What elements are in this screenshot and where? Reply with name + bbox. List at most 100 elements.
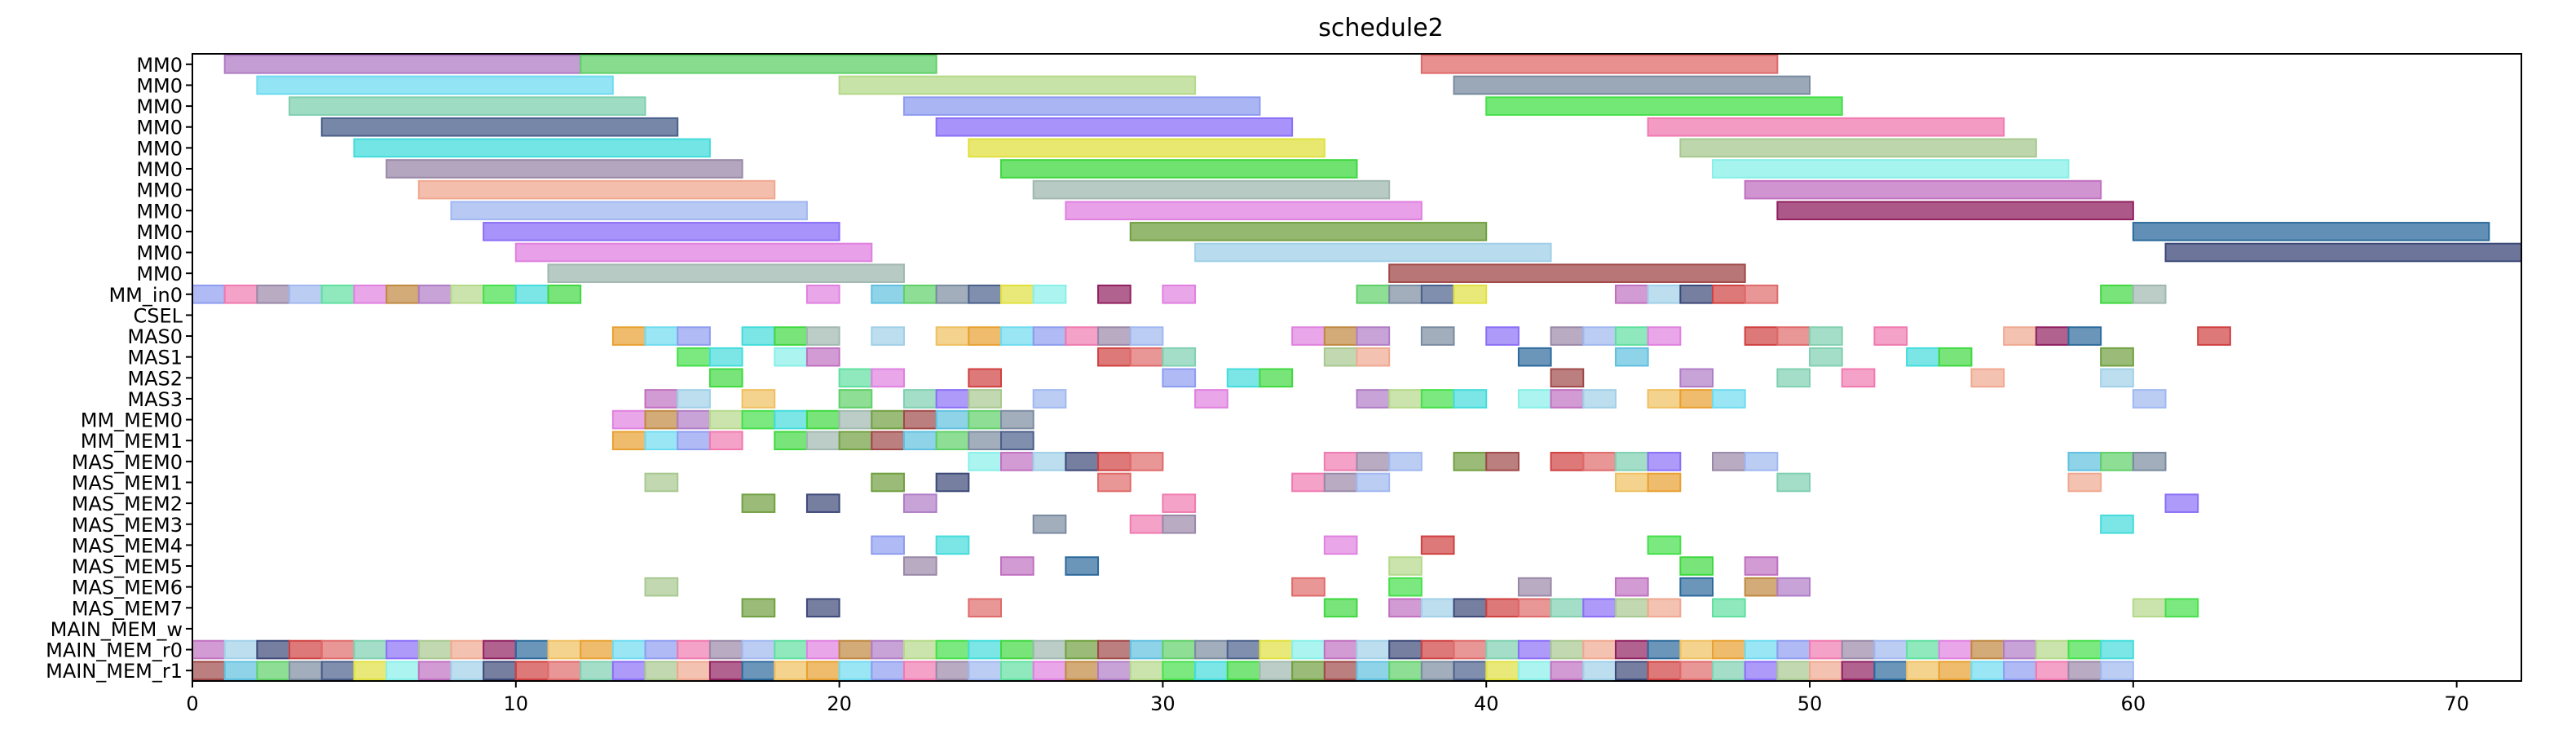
task-block: [580, 661, 614, 680]
task-block: [2035, 326, 2070, 346]
task-bar: [2164, 242, 2523, 263]
task-block: [1970, 661, 2005, 680]
task-block: [708, 368, 743, 388]
y-tick-label: MAS0: [127, 325, 183, 348]
task-block: [1550, 452, 1585, 471]
task-bar: [1711, 159, 2070, 179]
task-block: [968, 431, 1003, 451]
task-block: [1000, 284, 1034, 304]
task-block: [741, 639, 776, 660]
task-block: [1841, 639, 1876, 660]
task-block: [1356, 452, 1391, 471]
task-block: [1938, 639, 1973, 660]
task-block: [417, 284, 452, 304]
task-block: [1550, 661, 1585, 680]
task-block: [1647, 661, 1682, 680]
task-block: [1485, 661, 1520, 680]
task-block: [1485, 598, 1520, 618]
task-block: [805, 431, 840, 451]
task-block: [644, 577, 679, 597]
y-tick-label: MM0: [136, 179, 183, 202]
y-tick-label: MAIN_MEM_w: [51, 618, 183, 641]
task-block: [1065, 661, 1100, 680]
task-block: [935, 472, 970, 493]
task-block: [1065, 639, 1100, 660]
y-tick-label: MAS_MEM4: [72, 534, 183, 557]
task-block: [1420, 326, 1455, 346]
task-block: [871, 284, 905, 304]
task-block: [1323, 347, 1358, 367]
task-block: [256, 639, 291, 660]
task-block: [514, 661, 549, 680]
task-block: [1226, 639, 1261, 660]
task-block: [1744, 452, 1779, 471]
task-block: [1711, 389, 1746, 409]
task-block: [2164, 598, 2199, 618]
task-block: [1711, 284, 1746, 304]
task-bar: [547, 263, 905, 283]
task-block: [1647, 389, 1682, 409]
task-bar: [1065, 201, 1423, 221]
task-block: [708, 347, 743, 367]
task-block: [1776, 577, 1811, 597]
task-block: [1065, 326, 1100, 346]
task-block: [483, 284, 517, 304]
task-block: [256, 284, 291, 304]
task-block: [741, 409, 776, 430]
task-block: [547, 639, 582, 660]
task-block: [1550, 389, 1585, 409]
task-block: [935, 535, 970, 555]
task-block: [805, 347, 840, 367]
task-bar: [386, 159, 743, 179]
y-tick-label: MAS_MEM7: [72, 597, 183, 620]
task-block: [1614, 639, 1649, 660]
y-tick-label: MAS3: [127, 388, 183, 411]
task-block: [935, 431, 970, 451]
task-block: [1388, 577, 1423, 597]
task-block: [1614, 472, 1649, 493]
task-block: [871, 368, 905, 388]
task-block: [968, 409, 1003, 430]
task-block: [902, 493, 937, 513]
task-block: [644, 409, 679, 430]
task-block: [1453, 452, 1488, 471]
task-block: [2197, 326, 2231, 346]
task-block: [1065, 452, 1100, 471]
task-block: [611, 661, 646, 680]
task-block: [1550, 368, 1585, 388]
task-block: [450, 661, 485, 680]
task-block: [1906, 347, 1940, 367]
task-block: [2100, 452, 2134, 471]
y-tick-label: MAS_MEM3: [72, 514, 183, 537]
task-bar: [1776, 201, 2134, 221]
task-block: [1259, 661, 1294, 680]
task-block: [1194, 389, 1228, 409]
y-tick-label: MM0: [136, 263, 183, 285]
task-block: [708, 431, 743, 451]
task-block: [2100, 368, 2134, 388]
task-block: [1356, 326, 1391, 346]
task-block: [2132, 452, 2167, 471]
task-block: [1388, 661, 1423, 680]
task-block: [1065, 556, 1100, 576]
x-tick-label: 0: [186, 692, 198, 715]
x-tick-label: 30: [1150, 692, 1176, 715]
task-block: [871, 431, 905, 451]
task-bar: [968, 138, 1325, 158]
y-tick-label: MM0: [136, 95, 183, 118]
task-block: [611, 639, 646, 660]
x-tick-label: 50: [1797, 692, 1823, 715]
task-block: [1582, 598, 1617, 618]
task-block: [1938, 661, 1973, 680]
task-bar: [223, 55, 582, 74]
task-block: [1453, 661, 1488, 680]
task-block: [2132, 389, 2167, 409]
task-block: [1356, 661, 1391, 680]
task-block: [1097, 472, 1131, 493]
task-bar: [256, 75, 614, 95]
task-bar: [514, 242, 873, 263]
task-block: [677, 347, 711, 367]
task-block: [1388, 556, 1423, 576]
task-block: [708, 661, 743, 680]
task-block: [289, 639, 323, 660]
